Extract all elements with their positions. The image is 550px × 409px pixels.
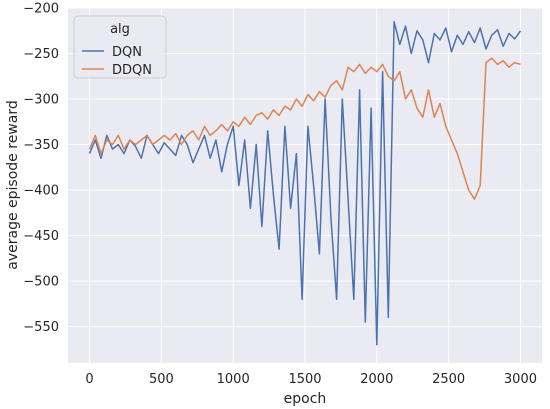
series-group bbox=[88, 20, 522, 346]
grid bbox=[68, 7, 542, 363]
x-axis-label: epoch bbox=[284, 391, 327, 407]
legend-title: alg bbox=[110, 22, 130, 37]
legend-label-dqn: DQN bbox=[112, 45, 142, 60]
x-tick-label: 500 bbox=[149, 372, 174, 387]
series-line-ddqn bbox=[88, 57, 521, 200]
y-axis-ticks: −550 −500 −450 −400 −350 −300 −250 −200 bbox=[23, 2, 59, 336]
legend-label-ddqn: DDQN bbox=[112, 63, 152, 78]
y-tick-label: −250 bbox=[23, 47, 59, 62]
y-tick-label: −350 bbox=[23, 138, 59, 153]
y-tick-label: −400 bbox=[23, 184, 59, 199]
x-tick-label: 2500 bbox=[432, 372, 465, 387]
y-tick-label: −300 bbox=[23, 93, 59, 108]
y-tick-label: −200 bbox=[23, 2, 59, 17]
x-tick-label: 2000 bbox=[360, 372, 393, 387]
x-tick-label: 1500 bbox=[288, 372, 321, 387]
y-tick-label: −500 bbox=[23, 275, 59, 290]
series-line-dqn bbox=[88, 20, 522, 346]
y-tick-label: −550 bbox=[23, 320, 59, 335]
y-axis-label: average episode reward bbox=[5, 100, 21, 269]
x-tick-label: 1000 bbox=[217, 372, 250, 387]
legend-box bbox=[73, 15, 167, 79]
legend: alg DQN DDQN bbox=[73, 15, 167, 79]
x-tick-label: 3000 bbox=[504, 372, 537, 387]
x-tick-label: 0 bbox=[85, 372, 93, 387]
y-tick-label: −450 bbox=[23, 229, 59, 244]
x-axis-ticks: 0 500 1000 1500 2000 2500 3000 bbox=[85, 372, 537, 387]
